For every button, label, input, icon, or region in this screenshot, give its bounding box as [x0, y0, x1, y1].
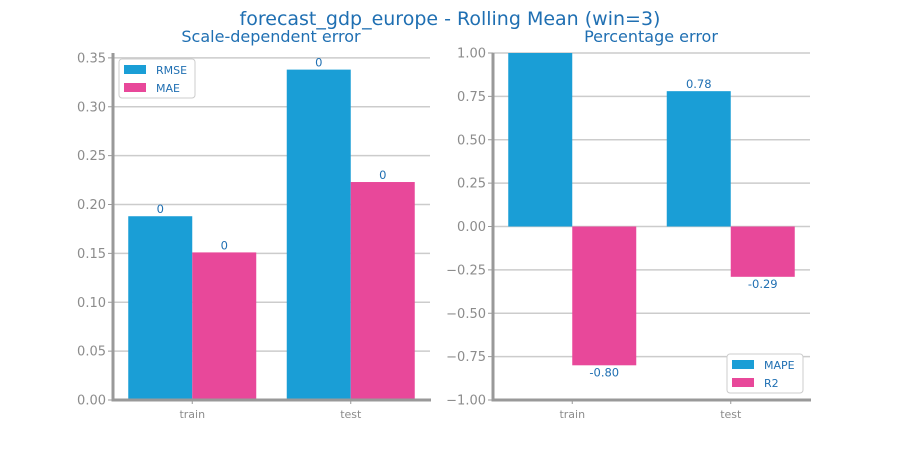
y-tick-label: 0.00: [457, 220, 486, 235]
data-label: -0.29: [748, 277, 778, 291]
bar-r2-test: [730, 226, 795, 277]
y-tick-label: 0.20: [77, 198, 106, 213]
y-tick-label: 0.10: [77, 296, 106, 311]
legend-swatch-r2: [732, 378, 754, 387]
data-label: -0.80: [589, 365, 619, 379]
data-label: 0: [315, 56, 322, 70]
y-tick-label: −0.75: [446, 350, 486, 365]
y-tick-label: 0.35: [77, 51, 106, 66]
legend-scale-dependent-error: RMSE MAE: [118, 58, 196, 99]
chart-percentage-error: Percentage error −1.00 −0.75 −0.50 −0.25 0.0…: [446, 27, 811, 421]
y-tick-label: 1.00: [457, 47, 486, 62]
legend-swatch-mae: [124, 83, 146, 92]
legend-swatch-rmse: [124, 65, 146, 74]
figure-title: forecast_gdp_europe - Rolling Mean (win=…: [240, 8, 661, 30]
y-tick-label: 0.75: [457, 90, 486, 105]
legend-label-mape: MAPE: [764, 359, 795, 372]
y-tick-label: 0.25: [77, 149, 106, 164]
chart-title-percentage-error: Percentage error: [584, 27, 718, 46]
x-tick-label: test: [340, 408, 362, 421]
data-label: 0.78: [686, 77, 712, 91]
data-label: 0: [221, 238, 228, 252]
chart-scale-dependent-error: Scale-dependent error 0.00 0.05 0.10 0.15 0.…: [77, 27, 431, 421]
y-tick-label: 0.15: [77, 247, 106, 262]
legend-label-mae: MAE: [156, 82, 180, 95]
y-tick-label: −0.50: [446, 307, 486, 322]
bar-r2-train: [572, 226, 637, 366]
bar-rmse-test: [286, 69, 351, 400]
y-tick-label: −1.00: [446, 394, 486, 409]
legend-label-r2: R2: [764, 377, 779, 390]
y-tick-label: 0.30: [77, 100, 106, 115]
legend-label-rmse: RMSE: [156, 64, 187, 77]
chart-title-scale-dependent-error: Scale-dependent error: [181, 27, 361, 46]
bar-mae-train: [192, 252, 257, 400]
y-tick-label: 0.05: [77, 345, 106, 360]
x-tick-label: train: [179, 408, 205, 421]
bar-rmse-train: [128, 216, 193, 400]
bar-mape-train: [508, 53, 573, 227]
x-tick-label: train: [559, 408, 585, 421]
y-tick-label: 0.50: [457, 133, 486, 148]
bar-mae-test: [350, 182, 415, 400]
data-label: 0: [157, 202, 164, 216]
legend-swatch-mape: [732, 360, 754, 369]
bar-mape-test: [666, 91, 731, 227]
legend-percentage-error: MAPE R2: [726, 353, 804, 394]
y-tick-label: 0.00: [77, 394, 106, 409]
data-label: 0: [379, 168, 386, 182]
y-tick-label: −0.25: [446, 263, 486, 278]
x-tick-label: test: [720, 408, 742, 421]
y-tick-label: 0.25: [457, 177, 486, 192]
